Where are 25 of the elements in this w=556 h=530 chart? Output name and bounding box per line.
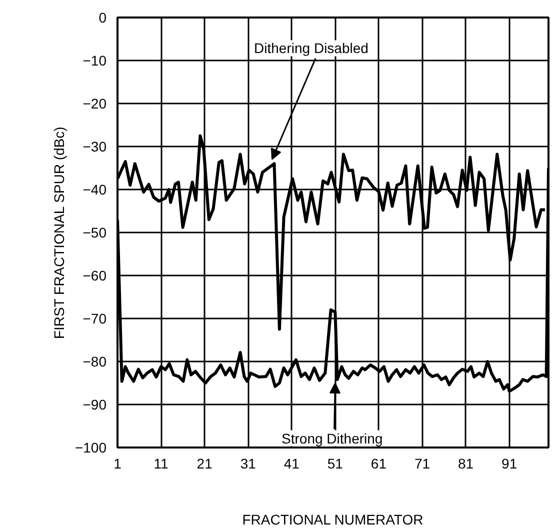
x-tick-label: 71 (414, 456, 430, 472)
y-tick-label: −50 (82, 224, 107, 240)
y-tick-label: 0 (98, 10, 107, 26)
y-tick-label: −40 (82, 182, 107, 198)
x-tick-label: 61 (370, 456, 387, 472)
y-tick-label: −10 (82, 52, 107, 68)
y-tick-label: −70 (82, 310, 107, 326)
y-tick-label: −30 (82, 138, 107, 154)
x-tick-label: 81 (458, 456, 474, 472)
x-tick-label: 91 (502, 456, 518, 472)
x-tick-label: 31 (240, 456, 256, 472)
y-tick-label: −60 (82, 268, 107, 284)
x-tick-label: 51 (327, 456, 344, 472)
x-tick-label: 1 (114, 456, 122, 472)
x-tick-label: 41 (284, 456, 300, 472)
y-axis-title: FIRST FRACTIONAL SPUR (dBc) (50, 126, 67, 340)
x-tick-label: 21 (196, 456, 213, 472)
annotation: Dithering Disabled (254, 40, 368, 56)
x-axis-title: FRACTIONAL NUMERATOR (242, 512, 424, 528)
y-tick-label: −20 (82, 96, 107, 112)
annotation: Strong Dithering (282, 430, 383, 446)
y-tick-label: −90 (82, 396, 107, 412)
y-tick-label: −80 (82, 354, 107, 370)
x-tick-label: 11 (154, 456, 169, 472)
y-tick-label: −100 (74, 440, 107, 456)
